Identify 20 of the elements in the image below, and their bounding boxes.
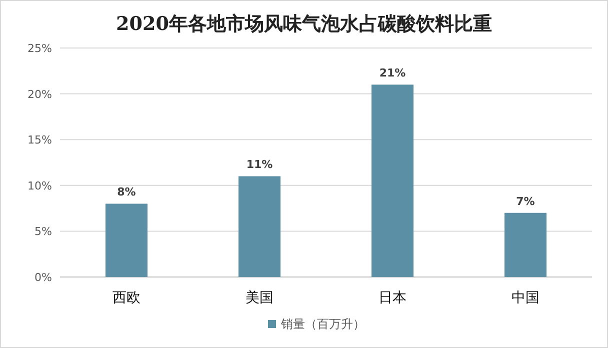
x-tick-label: 西欧 <box>112 290 140 306</box>
bar <box>238 176 280 277</box>
y-tick-label: 5% <box>34 225 52 238</box>
data-label: 7% <box>516 194 535 208</box>
bar <box>504 212 546 277</box>
y-tick-label: 10% <box>28 179 52 192</box>
data-label: 21% <box>379 66 406 80</box>
x-tick-label: 美国 <box>246 290 274 306</box>
x-tick-label: 日本 <box>378 290 406 306</box>
bar <box>372 84 414 277</box>
y-tick-label: 0% <box>34 271 52 284</box>
y-tick-label: 20% <box>28 88 52 101</box>
legend-label: 销量（百万升） <box>280 317 365 331</box>
data-label: 8% <box>117 186 136 199</box>
data-label: 11% <box>246 158 273 172</box>
chart-title: 2020年各地市场风味气泡水占碳酸饮料比重 <box>116 13 492 35</box>
x-tick-label: 中国 <box>512 290 540 306</box>
y-tick-label: 15% <box>28 134 52 147</box>
y-tick-label: 25% <box>28 42 52 55</box>
bar <box>106 204 148 277</box>
